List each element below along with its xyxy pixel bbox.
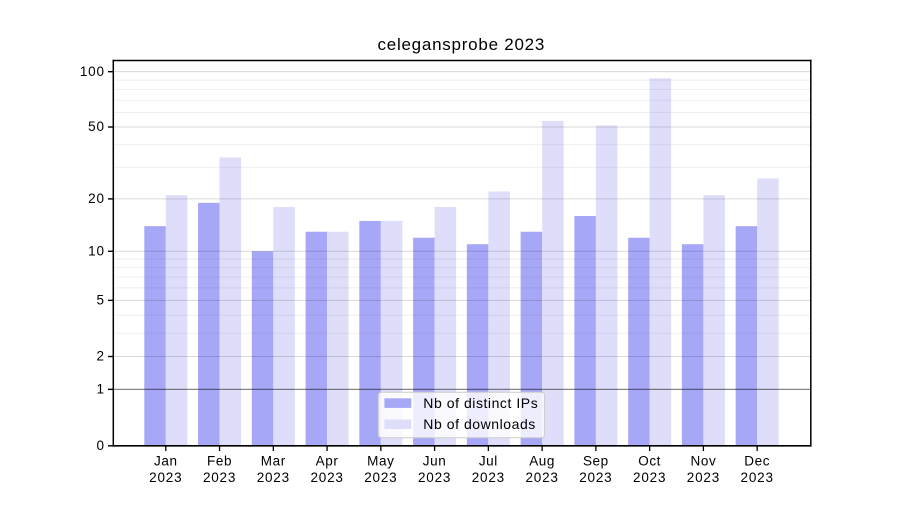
svg-text:celegansprobe 2023: celegansprobe 2023 xyxy=(378,35,546,54)
svg-text:100: 100 xyxy=(80,64,105,79)
svg-text:2023: 2023 xyxy=(257,470,290,485)
svg-text:2023: 2023 xyxy=(579,470,612,485)
svg-text:Nov: Nov xyxy=(690,453,716,468)
svg-text:Jun: Jun xyxy=(423,453,447,468)
svg-text:Aug: Aug xyxy=(529,453,555,468)
svg-text:2: 2 xyxy=(96,349,104,364)
svg-text:Nb of distinct IPs: Nb of distinct IPs xyxy=(423,395,538,411)
svg-text:2023: 2023 xyxy=(741,470,774,485)
svg-text:Dec: Dec xyxy=(744,453,770,468)
svg-text:Feb: Feb xyxy=(207,453,232,468)
svg-text:20: 20 xyxy=(88,191,105,206)
svg-text:0: 0 xyxy=(96,438,104,453)
svg-text:2023: 2023 xyxy=(526,470,559,485)
svg-text:2023: 2023 xyxy=(687,470,720,485)
svg-text:50: 50 xyxy=(88,119,105,134)
svg-text:Jan: Jan xyxy=(154,453,178,468)
svg-text:2023: 2023 xyxy=(472,470,505,485)
svg-text:Mar: Mar xyxy=(261,453,286,468)
svg-text:5: 5 xyxy=(96,292,104,307)
svg-text:Nb of downloads: Nb of downloads xyxy=(423,416,536,432)
svg-text:2023: 2023 xyxy=(310,470,343,485)
svg-text:2023: 2023 xyxy=(418,470,451,485)
svg-text:Jul: Jul xyxy=(479,453,498,468)
svg-text:Oct: Oct xyxy=(638,453,661,468)
svg-text:10: 10 xyxy=(88,243,105,258)
svg-text:2023: 2023 xyxy=(149,470,182,485)
svg-text:2023: 2023 xyxy=(633,470,666,485)
svg-text:1: 1 xyxy=(96,381,104,396)
svg-text:Sep: Sep xyxy=(583,453,609,468)
svg-text:2023: 2023 xyxy=(364,470,397,485)
svg-text:Apr: Apr xyxy=(316,453,339,468)
svg-text:2023: 2023 xyxy=(203,470,236,485)
svg-text:May: May xyxy=(367,453,394,468)
